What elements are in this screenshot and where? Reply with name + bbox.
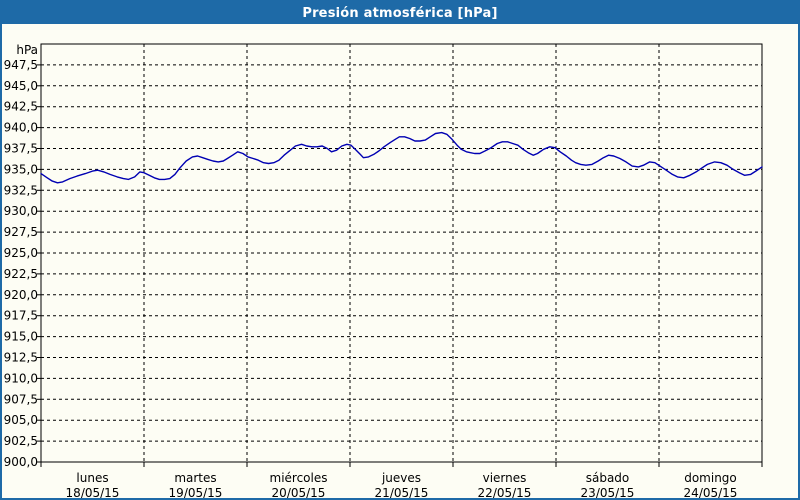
x-date-label: 21/05/15: [375, 486, 429, 500]
y-tick-label: 915,0: [4, 330, 38, 344]
x-day-label: lunes: [76, 471, 108, 485]
x-day-label: viernes: [483, 471, 527, 485]
x-date-label: 23/05/15: [581, 486, 635, 500]
x-day-label: jueves: [381, 471, 421, 485]
y-tick-label: 922,5: [4, 267, 38, 281]
y-tick-label: 917,5: [4, 309, 38, 323]
y-tick-label: 940,0: [4, 121, 38, 135]
x-day-label: martes: [174, 471, 216, 485]
x-day-label: domingo: [684, 471, 737, 485]
pressure-line: [40, 131, 763, 184]
x-date-label: 20/05/15: [272, 486, 326, 500]
x-date-label: 18/05/15: [66, 486, 120, 500]
x-day-label: sábado: [586, 471, 630, 485]
window-title: Presión atmosférica [hPa]: [2, 2, 798, 24]
y-tick-label: 942,5: [4, 100, 38, 114]
y-tick-label: 905,0: [4, 413, 38, 427]
y-tick-label: 920,0: [4, 288, 38, 302]
y-tick-label: 937,5: [4, 142, 38, 156]
y-tick-label: 902,5: [4, 434, 38, 448]
y-tick-label: 900,0: [4, 455, 38, 469]
y-tick-label: 947,5: [4, 58, 38, 72]
y-tick-label: 910,0: [4, 371, 38, 385]
y-tick-label: 912,5: [4, 351, 38, 365]
pressure-chart: 900,0 902,5 905,0 907,5 910,0 912,5 915,0 917,5…: [4, 43, 763, 500]
y-tick-label: 932,5: [4, 183, 38, 197]
x-date-label: 22/05/15: [478, 486, 532, 500]
y-tick-label: 935,0: [4, 162, 38, 176]
x-date-label: 24/05/15: [684, 486, 738, 500]
y-tick-label: 925,0: [4, 246, 38, 260]
y-tick-label: 927,5: [4, 225, 38, 239]
x-day-label: miércoles: [270, 471, 328, 485]
y-axis-unit-label: hPa: [16, 43, 38, 57]
x-date-label: 19/05/15: [169, 486, 223, 500]
y-tick-label: 907,5: [4, 392, 38, 406]
y-tick-label: 930,0: [4, 204, 38, 218]
y-tick-label: 945,0: [4, 79, 38, 93]
